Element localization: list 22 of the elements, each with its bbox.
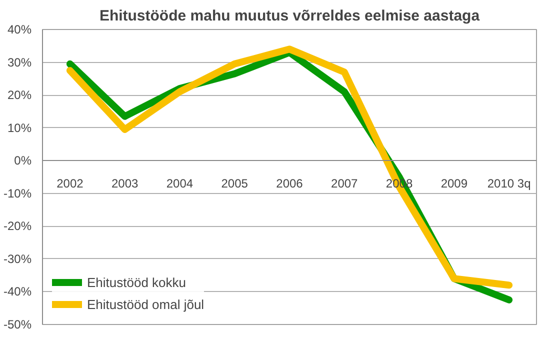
y-tick-label: -10% — [3, 186, 32, 200]
x-tick-label: 2007 — [331, 176, 358, 191]
legend-label: Ehitustööd omal jõul — [87, 296, 204, 312]
chart-title: Ehitustööde mahu muutus võrreldes eelmise aastaga — [99, 8, 480, 24]
x-tick-label: 2006 — [276, 176, 304, 191]
x-tick-label: 2002 — [56, 176, 84, 191]
y-tick-label: 10% — [7, 120, 32, 135]
y-tick-label: -30% — [3, 252, 32, 266]
y-tick-label: -20% — [3, 219, 32, 234]
y-tick-label: 0% — [14, 154, 32, 168]
y-tick-label: 40% — [7, 22, 32, 36]
y-tick-label: 20% — [7, 88, 32, 102]
x-tick-label: 2005 — [221, 176, 248, 191]
x-tick-label: 2009 — [440, 176, 468, 191]
x-tick-label: 2010 3q — [487, 176, 531, 191]
x-tick-label: 2004 — [166, 176, 194, 191]
y-tick-label: 30% — [7, 55, 32, 70]
y-tick-label: -50% — [3, 318, 32, 332]
x-tick-label: 2003 — [111, 176, 139, 191]
legend-label: Ehitustööd kokku — [87, 274, 186, 290]
x-tick-label: 2008 — [386, 176, 413, 191]
y-tick-label: -40% — [3, 284, 32, 299]
